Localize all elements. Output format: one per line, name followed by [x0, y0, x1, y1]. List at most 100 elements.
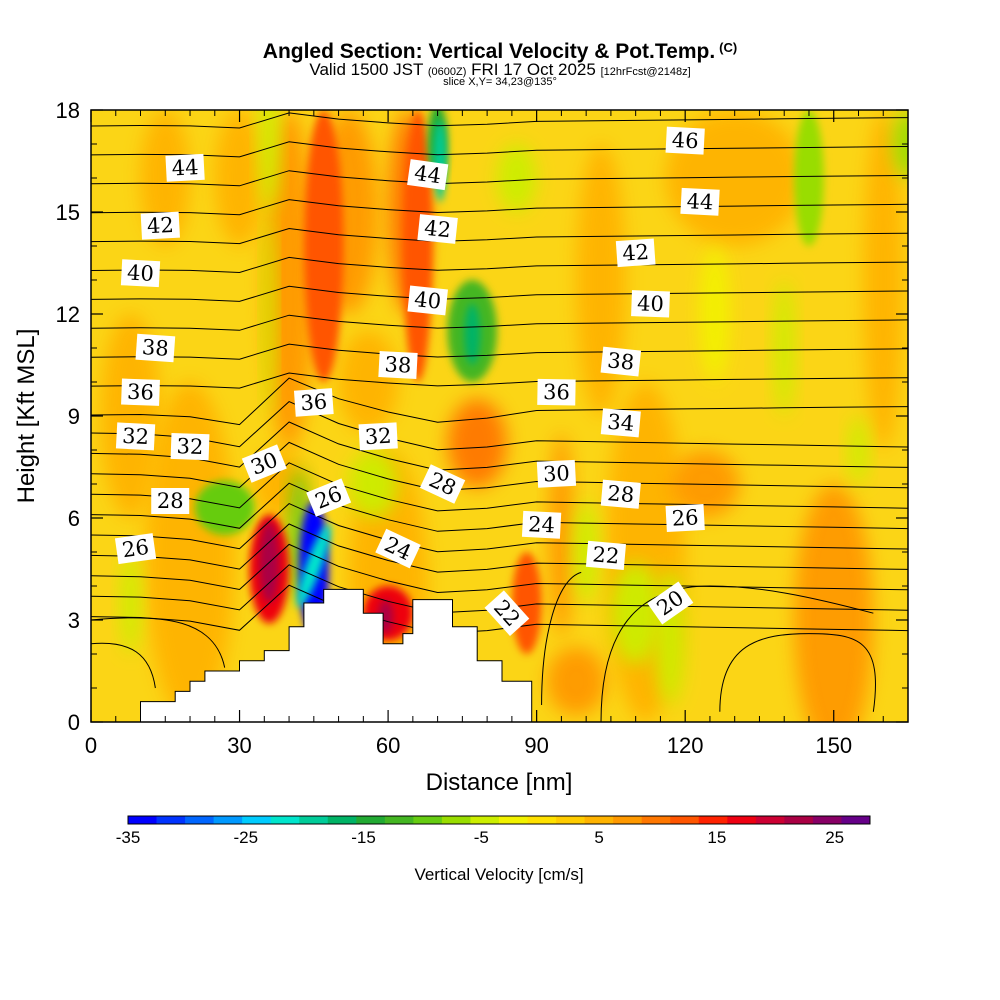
- velocity-cell: [546, 647, 606, 716]
- theta-contour-line: [91, 343, 908, 360]
- colorbar-swatch: [613, 816, 643, 824]
- contour-label-box: [631, 290, 670, 318]
- theta-contour-line: [91, 482, 908, 532]
- colorbar-swatch: [470, 816, 500, 824]
- velocity-cell: [573, 501, 599, 603]
- velocity-cell: [576, 144, 626, 416]
- x-axis-title: Distance [nm]: [426, 769, 573, 796]
- contour-label-text: 24: [528, 512, 556, 537]
- y-tick-label: 12: [56, 302, 80, 327]
- colorbar-swatch: [584, 816, 614, 824]
- plot-area: 44 44 46 42 44 42 42 40 40 40 38 38 38 36 36 36 34 32 32 32…: [91, 110, 908, 722]
- velocity-cell: [296, 523, 331, 608]
- contour-label-box: [537, 378, 576, 406]
- contour-label: 38: [135, 333, 176, 363]
- contour-label: 24: [521, 510, 562, 539]
- colorbar-frame: [127, 815, 871, 825]
- y-tick-label: 3: [68, 608, 80, 633]
- velocity-cell: [348, 450, 398, 518]
- velocity-cell: [893, 110, 908, 178]
- contour-label: 26: [114, 533, 157, 565]
- slice-info: slice X,Y= 34,23@135°: [443, 76, 557, 88]
- y-axis-title: Height [Kft MSL]: [13, 329, 40, 504]
- contour-label-box: [407, 285, 448, 316]
- theta-contour-line: [91, 642, 156, 689]
- contour-label-box: [378, 351, 418, 379]
- theta-contour-line: [91, 256, 908, 274]
- velocity-cell: [214, 110, 265, 246]
- contour-label: 46: [665, 126, 705, 155]
- contour-label: 42: [140, 211, 180, 240]
- contour-label-box: [151, 488, 190, 514]
- contour-label: 28: [600, 479, 641, 509]
- velocity-extremum: [303, 110, 344, 382]
- colorbar-swatch: [784, 816, 814, 824]
- contour-label: 22: [585, 540, 627, 571]
- valid-date: FRI 17 Oct 2025: [471, 60, 596, 79]
- colorbar-swatch: [641, 816, 671, 824]
- colorbar-swatch: [441, 816, 471, 824]
- velocity-cell: [338, 331, 398, 433]
- contour-label-box: [306, 478, 352, 517]
- contour-label-box: [358, 422, 398, 451]
- contour-label-box: [484, 590, 530, 637]
- y-tick-label: 9: [68, 404, 80, 429]
- contour-label-box: [665, 126, 705, 155]
- contour-label-box: [615, 238, 656, 268]
- contour-label: 32: [358, 422, 398, 451]
- contour-label-text: 36: [300, 389, 328, 415]
- contour-label: 26: [665, 504, 705, 532]
- velocity-cell: [447, 399, 507, 488]
- contour-label-text: 28: [157, 489, 184, 513]
- theta-contour-line: [91, 377, 908, 426]
- theta-contour-line: [91, 227, 908, 245]
- colorbar-swatch: [755, 816, 785, 824]
- theta-contour-labels: 44 44 46 42 44 42 42 40 40 40 38 38 38 36 36 36 34 32 32 32…: [114, 126, 720, 637]
- title-main: Angled Section: Vertical Velocity & Pot.…: [262, 40, 716, 63]
- velocity-cell: [774, 280, 795, 416]
- colorbar-swatch: [327, 816, 357, 824]
- contour-label-text: 32: [176, 434, 204, 459]
- colorbar-swatch: [670, 816, 700, 824]
- theta-contour-line: [91, 462, 908, 512]
- contour-label: 36: [121, 378, 160, 406]
- colorbar-swatch: [413, 816, 443, 824]
- contour-label-box: [600, 479, 641, 509]
- contour-label: 42: [417, 214, 458, 244]
- contour-label-box: [170, 432, 210, 461]
- contour-label-text: 40: [127, 261, 155, 286]
- contour-label-box: [536, 459, 577, 488]
- theta-contour-line: [91, 617, 226, 668]
- contour-label-text: 40: [413, 287, 442, 314]
- contour-label: 36: [537, 378, 576, 406]
- colorbar-title: Vertical Velocity [cm/s]: [414, 865, 583, 884]
- contour-label-text: 44: [413, 161, 443, 188]
- velocity-extremum: [511, 552, 542, 654]
- velocity-cell: [863, 110, 904, 450]
- contour-label-text: 26: [121, 535, 151, 562]
- contour-label: 32: [115, 422, 156, 451]
- colorbar-swatch: [527, 816, 557, 824]
- theta-contour-line: [91, 401, 908, 451]
- colorbar-swatch: [128, 816, 158, 824]
- theta-contours: [91, 112, 908, 722]
- contour-label: 40: [120, 259, 161, 288]
- contour-label: 34: [600, 408, 641, 438]
- colorbar-swatch: [242, 816, 272, 824]
- x-tick-label: 0: [85, 733, 97, 758]
- contour-label-text: 30: [542, 461, 570, 486]
- colorbar-swatch: [841, 816, 871, 824]
- theta-contour-line: [91, 421, 908, 471]
- colorbar-swatch: [812, 816, 842, 824]
- contour-label: 32: [170, 432, 210, 461]
- contour-label-text: 38: [141, 335, 169, 361]
- contour-label-box: [120, 259, 161, 288]
- theta-contour-line: [91, 543, 908, 594]
- colorbar-swatch: [270, 816, 300, 824]
- colorbar-swatch: [727, 816, 757, 824]
- contour-label: 42: [615, 238, 656, 268]
- contour-label-text: 34: [606, 410, 635, 436]
- contour-label-box: [600, 346, 642, 377]
